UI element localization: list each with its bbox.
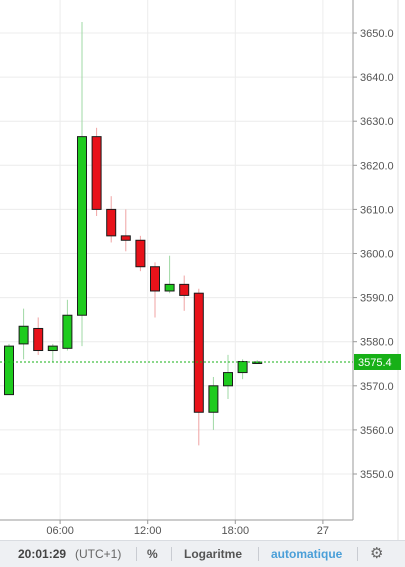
x-tick-label: 18:00 [222,525,250,537]
y-tick-label: 3560.0 [360,425,394,437]
separator [258,547,259,561]
x-tick-label: 06:00 [46,525,74,537]
y-tick-label: 3600.0 [360,249,394,261]
candle-body [47,345,58,352]
current-price-badge [354,353,401,370]
y-tick-label: 3610.0 [360,204,394,216]
y-tick-label: 3580.0 [360,337,394,349]
percent-toggle[interactable]: % [147,547,158,561]
candle-body [77,136,87,316]
candlestick-chart[interactable]: 3550.0 3560.0 3570.0 3580.0 3590.0 3600.0 3610… [0,0,405,540]
timezone-label[interactable]: (UTC+1) [75,547,122,561]
separator [171,547,172,561]
candle-body [106,208,117,237]
candles [4,21,263,446]
candle-body [33,327,44,352]
candle-body [164,283,175,292]
candle-body [179,283,190,296]
candle-body [193,292,204,413]
y-tick-label: 3620.0 [360,160,394,172]
y-tick-label: 3640.0 [360,72,394,84]
candle-body [62,314,73,349]
candle-body [120,235,131,241]
candle-body [18,325,29,345]
candle-body [237,361,248,374]
y-tick-label: 3650.0 [360,28,394,40]
x-tick-label: 12:00 [134,525,162,537]
chart-footer: 20:01:29 (UTC+1) % Logaritme automatique… [0,540,405,567]
candle-body [208,385,219,413]
axes: 3550.0 3560.0 3570.0 3580.0 3590.0 3600.0 3610… [0,0,401,540]
candle-body [135,239,146,268]
x-tick-label: 27 [317,525,329,537]
y-tick-label: 3570.0 [360,381,394,393]
candle-body [91,136,102,210]
log-scale-toggle[interactable]: Logaritme [184,547,243,561]
candle-body [4,345,14,396]
separator [357,547,358,561]
candle-body [150,266,160,292]
separator [136,547,137,561]
y-tick-label: 3550.0 [360,469,394,481]
grid-lines [0,0,353,520]
clock-time: 20:01:29 [18,547,67,561]
gear-icon[interactable]: ⚙ [370,545,384,562]
y-tick-label: 3590.0 [360,293,394,305]
current-price-label: 3575.4 [358,357,392,369]
y-tick-label: 3630.0 [360,116,394,128]
auto-scale-toggle[interactable]: automatique [271,547,343,561]
candle-body [223,372,233,387]
